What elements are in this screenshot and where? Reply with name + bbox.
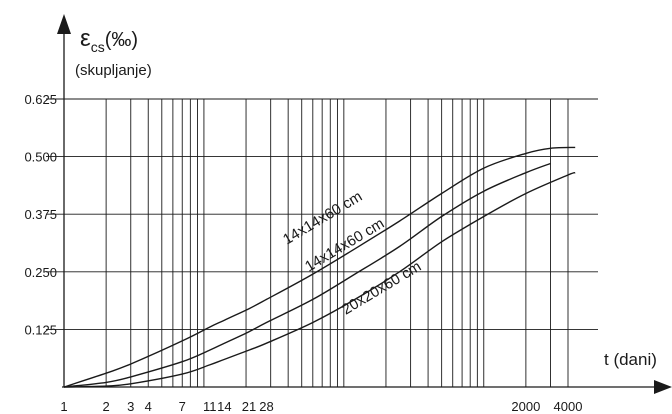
y-tick-label: 0.125 (24, 322, 57, 337)
x-tick-label: 28 (259, 399, 273, 414)
y-axis-title-subscript: cs (91, 39, 105, 55)
y-axis-title: εcs(‰) (80, 25, 138, 55)
series-label-3: 20x20x60 cm (339, 258, 424, 319)
x-tick-label: 2 (103, 399, 110, 414)
x-tick-label: 3 (127, 399, 134, 414)
y-tick-label: 0.375 (24, 207, 57, 222)
y-tick-label: 0.625 (24, 92, 57, 107)
y-tick-label: 0.250 (24, 265, 57, 280)
y-axis-note: (skupljanje) (75, 62, 152, 79)
y-tick-labels: 0.625 0.500 0.375 0.250 0.125 (24, 92, 57, 337)
x-tick-label: 2000 (511, 399, 540, 414)
x-tick-label: 4000 (554, 399, 583, 414)
x-tick-label: 4 (145, 399, 152, 414)
curves (63, 146, 576, 388)
x-tick-label: 1 (60, 399, 67, 414)
series-line-2 (63, 162, 551, 388)
series-line-1 (63, 146, 576, 388)
x-tick-label: 11 (203, 399, 217, 414)
y-tick-label: 0.500 (24, 150, 57, 165)
axes (57, 14, 672, 394)
grid (46, 98, 598, 387)
y-axis-title-unit: (‰) (105, 29, 138, 51)
series-line-3 (63, 172, 576, 388)
x-tick-label: 14 (217, 399, 231, 414)
x-tick-label: 21 (242, 399, 256, 414)
y-axis-title-symbol: ε (80, 25, 91, 52)
x-tick-labels: 1 2 3 4 7 11 14 21 28 2000 4000 (60, 399, 582, 414)
y-axis-arrow (57, 14, 71, 34)
x-tick-label: 7 (179, 399, 186, 414)
x-axis-title: t (dani) (604, 350, 657, 369)
x-axis-arrow (654, 380, 672, 394)
